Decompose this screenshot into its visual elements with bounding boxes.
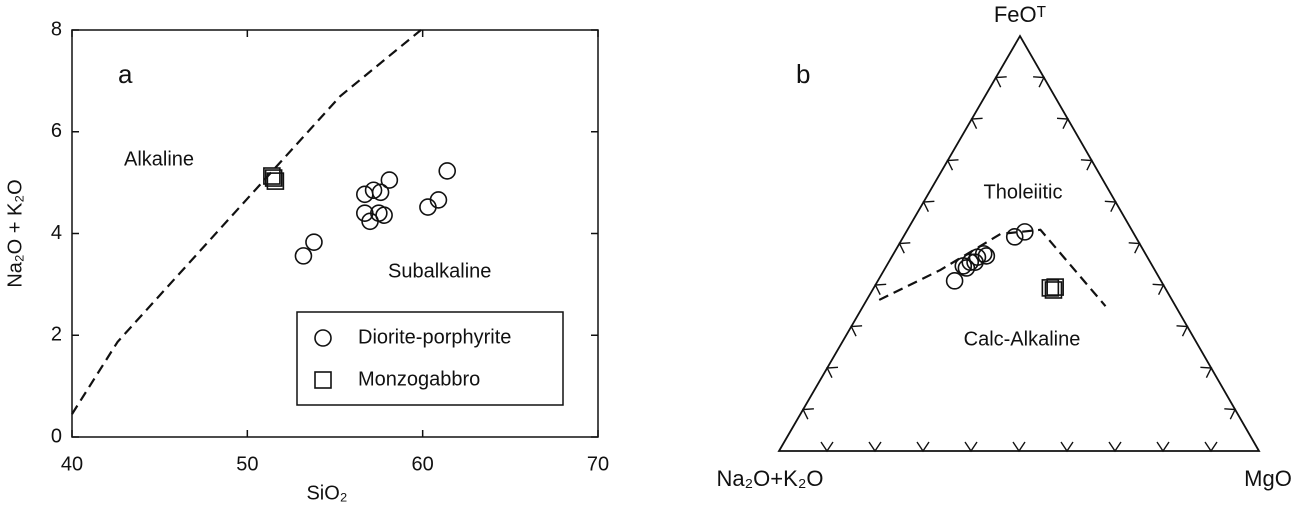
square-marker	[1041, 279, 1060, 297]
edge-tick	[1080, 159, 1093, 171]
edge-tick	[1060, 441, 1074, 453]
circle-marker	[375, 206, 393, 224]
x-tick-label: 40	[61, 453, 83, 475]
circle-marker	[294, 247, 313, 265]
edge-tick	[898, 242, 911, 254]
panel-label: a	[118, 59, 133, 89]
square-marker	[1046, 278, 1064, 296]
edge-tick	[994, 76, 1007, 88]
apex-label: Na₂O+K₂O	[717, 466, 824, 491]
y-tick-label: 2	[51, 324, 62, 346]
legend-label: Monzogabbro	[358, 368, 480, 390]
edge-tick	[826, 366, 839, 379]
x-tick-label: 50	[236, 453, 258, 475]
circle-marker	[371, 183, 390, 202]
region-label: Alkaline	[124, 148, 194, 170]
legend-label: Diorite-porphyrite	[358, 326, 511, 348]
edge-tick	[922, 200, 935, 213]
edge-tick	[1033, 76, 1045, 88]
edge-tick	[1200, 366, 1213, 379]
edge-tick	[1176, 325, 1189, 337]
y-tick-label: 8	[51, 18, 62, 40]
x-tick-label: 70	[587, 453, 609, 475]
edge-tick	[916, 441, 930, 453]
square-marker	[266, 172, 285, 190]
panel-label: b	[796, 59, 810, 89]
region-label: Tholeiitic	[984, 181, 1063, 203]
edge-tick	[1152, 283, 1165, 296]
region-label: Calc-Alkaline	[964, 328, 1081, 350]
circle-marker	[957, 259, 976, 277]
square-marker	[264, 169, 283, 187]
boundary-line	[71, 29, 422, 415]
legend-box	[296, 311, 564, 406]
square-marker	[1044, 281, 1063, 299]
circle-marker	[945, 272, 964, 290]
circle-marker	[1005, 228, 1024, 246]
circle-marker	[977, 247, 996, 265]
y-tick-label: 6	[51, 120, 62, 142]
edge-tick	[1108, 441, 1122, 453]
edge-tick	[850, 325, 863, 337]
circle-marker	[429, 191, 448, 209]
circle-marker	[974, 245, 993, 263]
edge-tick	[964, 441, 978, 453]
circle-marker	[438, 162, 457, 180]
edge-tick	[946, 159, 959, 171]
y-tick-label: 4	[51, 222, 62, 244]
circle-marker	[356, 185, 374, 204]
edge-tick	[1156, 441, 1170, 453]
x-axis-label: SiO₂	[306, 482, 347, 504]
apex-label: FeOᵀ	[994, 2, 1046, 27]
x-tick-label: 60	[412, 453, 434, 475]
edge-tick	[1204, 441, 1218, 453]
edge-tick	[1104, 200, 1117, 213]
square-marker	[263, 167, 281, 185]
edge-tick	[1056, 117, 1069, 130]
y-tick-label: 0	[51, 425, 62, 447]
circle-marker	[380, 171, 399, 189]
apex-label: MgO	[1244, 466, 1292, 491]
edge-tick	[1012, 441, 1026, 453]
boundary-line	[878, 228, 1107, 307]
edge-tick	[802, 408, 814, 420]
edge-tick	[874, 283, 887, 296]
region-label: Subalkaline	[388, 260, 491, 282]
edge-tick	[820, 441, 834, 453]
y-axis-label: Na₂O + K₂O	[4, 179, 26, 287]
edge-tick	[868, 441, 882, 453]
edge-tick	[1224, 408, 1237, 420]
circle-marker	[364, 181, 383, 200]
circle-marker	[305, 233, 323, 251]
legend-marker	[314, 371, 332, 389]
edge-tick	[1128, 242, 1141, 254]
legend-marker	[314, 329, 332, 347]
edge-tick	[970, 117, 983, 130]
circle-marker	[1016, 223, 1034, 241]
